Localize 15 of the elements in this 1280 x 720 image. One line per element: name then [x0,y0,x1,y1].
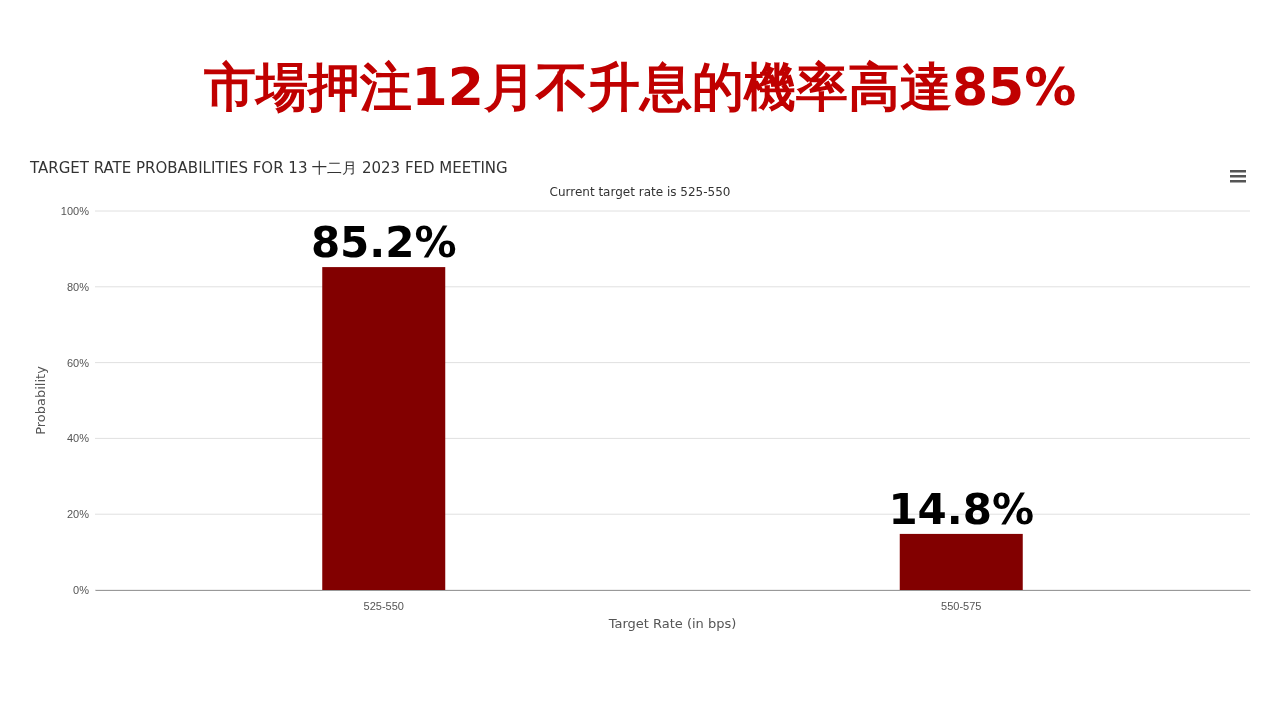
data-label: 14.8% [888,484,1035,534]
y-tick-label: 0% [73,584,90,597]
chart-title: 市場押注12月不升息的機率高達85% [202,57,1077,117]
y-tick-label: 40% [66,432,90,445]
y-tick-label: 100% [60,205,90,218]
x-tick-label: 525-550 [363,599,404,612]
data-label: 85.2% [310,218,457,268]
x-axis-title: Target Rate (in bps) [607,616,737,631]
y-tick-label: 20% [66,508,90,521]
y-tick-label: 80% [66,280,90,293]
x-tick-label: 550-575 [941,599,982,612]
y-tick-label: 60% [66,356,90,369]
text: Current target rate is 525-550 [549,185,731,199]
y-axis-title: Probability [33,365,48,435]
chart-subtitle: TARGET RATE PROBABILITIES FOR 13 十二月 2023 FED MEETING [29,159,508,177]
